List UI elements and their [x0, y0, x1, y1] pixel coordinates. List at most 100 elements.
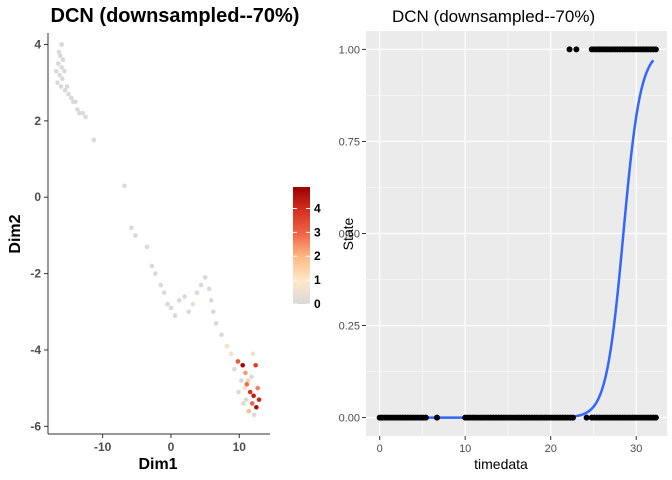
legend-tick-label: 4	[314, 201, 321, 215]
left-point	[158, 282, 164, 288]
left-point	[176, 298, 182, 303]
right-x-tick-label: 30	[630, 443, 642, 455]
left-point	[59, 65, 64, 70]
left-point	[60, 57, 66, 63]
left-point	[242, 385, 248, 391]
left-y-tick-label: -2	[30, 267, 41, 281]
left-x-tick-label: 0	[168, 440, 175, 454]
right-point-state-0	[652, 414, 659, 421]
left-point	[254, 404, 259, 410]
left-point	[240, 362, 245, 368]
left-point	[80, 110, 86, 116]
legend-tick-label: 3	[314, 225, 321, 239]
left-point	[241, 401, 246, 406]
left-point	[235, 359, 241, 364]
legend-colorbar	[293, 187, 310, 304]
left-point	[211, 309, 216, 315]
left-point	[64, 84, 70, 89]
right-chart: DCN (downsampled--70%) 0 10 20 30 0.000.250…	[339, 7, 667, 472]
left-point	[56, 49, 62, 55]
left-point	[83, 114, 88, 120]
left-point	[186, 309, 192, 315]
left-point	[194, 290, 200, 295]
left-point	[256, 397, 262, 402]
left-point	[144, 244, 150, 250]
left-point	[249, 374, 254, 380]
left-point	[243, 397, 249, 402]
left-y-ticks: -6 -4 -2 0 2 4	[30, 37, 48, 433]
left-point	[55, 61, 61, 66]
left-y-tick-label: 2	[34, 114, 41, 128]
left-y-tick-label: -4	[30, 343, 41, 357]
right-point-state-0	[569, 414, 576, 421]
left-point	[236, 389, 241, 395]
right-points	[376, 46, 659, 421]
left-x-ticks: -10 0 10	[94, 434, 246, 454]
left-x-tick-label: -10	[94, 440, 112, 454]
left-point	[228, 351, 234, 357]
left-point	[251, 393, 256, 399]
left-point	[57, 72, 62, 78]
right-y-tick-label: 0.50	[339, 229, 360, 241]
legend-tick-label: 2	[314, 249, 321, 263]
left-point	[55, 80, 60, 85]
left-point	[77, 110, 82, 116]
left-x-axis-label: Dim1	[138, 456, 177, 473]
left-point	[66, 91, 71, 97]
legend-tick-label: 0	[314, 297, 321, 311]
right-x-ticks: 0 10 20 30	[377, 436, 642, 455]
left-point	[190, 301, 196, 307]
right-x-tick-label: 0	[377, 443, 383, 455]
left-point	[213, 320, 219, 326]
left-point	[161, 290, 167, 295]
left-point	[168, 305, 174, 311]
right-point-state-0	[433, 414, 440, 421]
right-y-axis-label: State	[340, 217, 356, 250]
left-point	[232, 366, 237, 372]
left-point	[245, 378, 251, 383]
right-y-tick-label: 1.00	[339, 44, 360, 56]
left-point	[59, 42, 64, 47]
color-legend: 0 1 2 3 4	[293, 187, 321, 311]
left-point	[182, 294, 187, 299]
left-point	[57, 53, 63, 59]
left-y-tick-label: -6	[30, 419, 41, 433]
right-point-state-0	[583, 414, 590, 421]
left-y-axis-label: Dim2	[7, 214, 24, 253]
left-points	[53, 42, 262, 418]
left-point	[224, 343, 230, 349]
left-point	[250, 351, 256, 357]
right-y-ticks: 0.00 0.25 0.50 0.75 1.00	[339, 44, 366, 425]
left-point	[202, 275, 208, 280]
right-point-state-1	[566, 46, 573, 53]
legend-tick-label: 1	[314, 273, 321, 287]
left-point	[149, 263, 155, 269]
left-point	[253, 362, 258, 368]
left-point	[165, 301, 170, 307]
left-point	[122, 183, 127, 189]
right-x-axis-label: timedata	[474, 456, 528, 472]
left-chart: DCN (downsampled--70%) -10 0 10 -6-4-2024 …	[7, 5, 299, 473]
left-point	[60, 76, 65, 82]
right-point-state-1	[652, 46, 659, 53]
left-x-tick-label: 10	[233, 440, 247, 454]
right-x-tick-label: 20	[545, 443, 557, 455]
right-y-tick-label: 0.00	[339, 413, 360, 425]
left-y-tick-label: 0	[34, 190, 41, 204]
left-point	[75, 107, 80, 112]
left-point	[58, 84, 64, 89]
left-point	[247, 389, 253, 395]
left-point	[91, 137, 97, 143]
left-point	[62, 68, 67, 74]
left-point	[243, 370, 248, 376]
left-point	[246, 408, 252, 414]
left-point	[133, 233, 138, 238]
left-point	[208, 298, 214, 303]
right-chart-title: DCN (downsampled--70%)	[392, 7, 595, 26]
left-point	[219, 332, 224, 338]
left-point	[206, 286, 212, 292]
left-point	[68, 95, 74, 101]
right-point-state-1	[573, 46, 580, 53]
left-point	[129, 225, 134, 231]
right-x-tick-label: 10	[459, 443, 471, 455]
